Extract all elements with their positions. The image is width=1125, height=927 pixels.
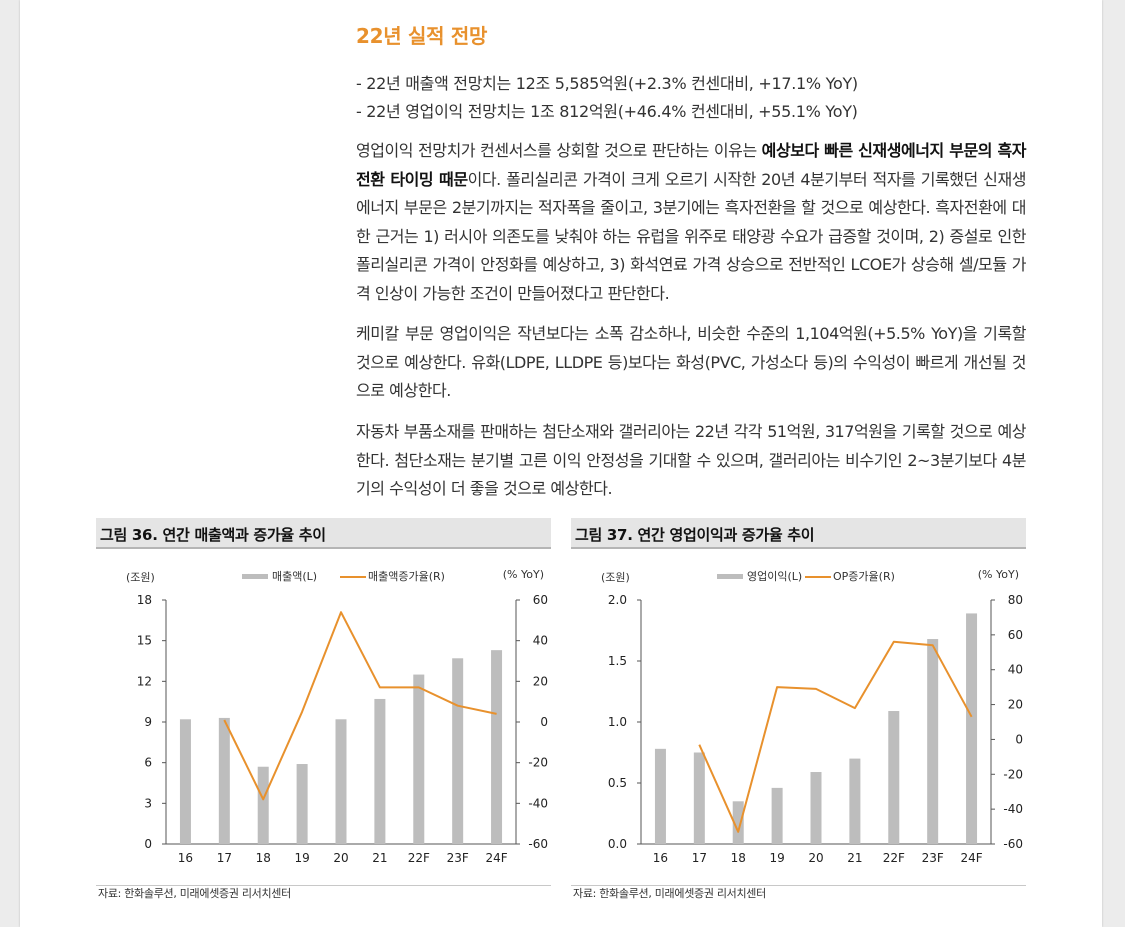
left-tick-label: 2.0: [608, 593, 627, 607]
bar: [771, 787, 783, 844]
right-unit-label: (% YoY): [503, 568, 544, 581]
right-tick-label: 80: [1008, 593, 1023, 607]
right-tick-label: 0: [540, 715, 548, 729]
paragraph-materials: 자동차 부품소재를 판매하는 첨단소재와 갤러리아는 22년 각각 51억원, …: [356, 422, 1026, 498]
bar: [452, 658, 464, 844]
right-tick-label: 40: [533, 634, 548, 648]
bar: [491, 650, 503, 844]
category-label: 19: [769, 851, 784, 865]
paragraph-chemical: 케미칼 부문 영업이익은 작년보다는 소폭 감소하나, 비슷한 수준의 1,10…: [356, 324, 1026, 400]
bar: [732, 801, 744, 844]
bar: [296, 764, 308, 844]
left-tick-label: 0: [144, 837, 152, 851]
left-tick-label: 0.0: [608, 837, 627, 851]
category-label: 21: [847, 851, 862, 865]
category-label: 23F: [447, 851, 469, 865]
category-label: 18: [256, 851, 271, 865]
right-tick-label: -60: [528, 837, 548, 851]
category-label: 24F: [960, 851, 982, 865]
legend-bar-swatch: [717, 574, 743, 579]
left-tick-label: 3: [144, 796, 152, 810]
figure-36-source: 자료: 한화솔루션, 미래에셋증권 리서치센터: [98, 887, 291, 900]
category-label: 22F: [408, 851, 430, 865]
category-label: 24F: [485, 851, 507, 865]
revenue-chart: 매출액(L) 매출액증가율(R) (조원) (% YoY) 0 3 6 9 12 15 18 -60 -…: [126, 568, 548, 865]
right-tick-label: 20: [1008, 698, 1023, 712]
bar: [218, 717, 230, 844]
category-label: 20: [808, 851, 823, 865]
bar: [888, 711, 900, 844]
growth-rate-line: [698, 640, 973, 833]
right-tick-label: -20: [528, 756, 548, 770]
right-tick-label: -40: [1003, 802, 1023, 816]
right-unit-label: (% YoY): [978, 568, 1019, 581]
source-divider: [96, 885, 551, 886]
right-tick-label: 20: [533, 674, 548, 688]
report-page: 22년 실적 전망 - 22년 매출액 전망치는 12조 5,585억원(+2.…: [20, 0, 1102, 927]
category-label: 23F: [922, 851, 944, 865]
left-tick-label: 15: [137, 634, 152, 648]
category-label: 17: [217, 851, 232, 865]
section-heading: 22년 실적 전망: [356, 24, 488, 48]
right-tick-label: 40: [1008, 663, 1023, 677]
figure-header-bar: [571, 518, 1026, 549]
bar: [927, 639, 939, 844]
right-tick-label: 0: [1015, 732, 1023, 746]
right-tick-label: 60: [1008, 628, 1023, 642]
figure-37-title: 그림 37. 연간 영업이익과 증가율 추이: [575, 526, 815, 544]
left-tick-label: 0.5: [608, 776, 627, 790]
right-tick-label: 60: [533, 593, 548, 607]
bar: [413, 674, 425, 844]
bar: [179, 719, 191, 844]
legend-bar-swatch: [242, 574, 268, 579]
bar: [374, 698, 386, 844]
left-tick-label: 9: [144, 715, 152, 729]
paragraph-emphasis: 예상보다 빠른 신재생에너지 부문의 흑자전환 타이밍 때문: [356, 141, 1026, 189]
bar: [693, 752, 705, 844]
left-tick-label: 12: [137, 674, 152, 688]
bullet-operating-profit: - 22년 영업이익 전망치는 1조 812억원(+46.4% 컨센대비, +5…: [356, 102, 858, 121]
left-unit-label: (조원): [601, 571, 630, 584]
right-tick-label: -40: [528, 796, 548, 810]
bullet-revenue: - 22년 매출액 전망치는 12조 5,585억원(+2.3% 컨센대비, +…: [356, 74, 858, 93]
bar: [654, 748, 666, 844]
category-label: 18: [731, 851, 746, 865]
operating-profit-chart: 영업이익(L) OP증가율(R) (조원) (% YoY) 0.0 0.5 1.0 1.5 2.…: [601, 568, 1023, 865]
category-label: 16: [653, 851, 668, 865]
bar: [810, 772, 822, 844]
bar: [966, 613, 978, 844]
category-label: 16: [178, 851, 193, 865]
category-label: 19: [294, 851, 309, 865]
category-label: 17: [692, 851, 707, 865]
legend-bar-label: 매출액(L): [272, 570, 317, 583]
legend-line-label: OP증가율(R): [833, 570, 895, 583]
right-tick-label: -20: [1003, 767, 1023, 781]
figure-header-bar: [96, 518, 551, 549]
right-tick-label: -60: [1003, 837, 1023, 851]
source-divider: [571, 885, 1026, 886]
legend-bar-label: 영업이익(L): [747, 570, 802, 583]
category-label: 20: [333, 851, 348, 865]
figure-36-title: 그림 36. 연간 매출액과 증가율 추이: [100, 526, 326, 544]
left-tick-label: 18: [137, 593, 152, 607]
left-tick-label: 6: [144, 756, 152, 770]
paragraph-renewable: 영업이익 전망치가 컨센서스를 상회할 것으로 판단하는 이유는 예상보다 빠른…: [356, 137, 1026, 308]
paragraph-text: 이다. 폴리실리콘 가격이 크게 오르기 시작한 20년 4분기부터 적자를 기…: [356, 169, 1026, 303]
figure-37-source: 자료: 한화솔루션, 미래에셋증권 리서치센터: [573, 887, 766, 900]
category-label: 21: [372, 851, 387, 865]
paragraph-text: 영업이익 전망치가 컨센서스를 상회할 것으로 판단하는 이유는: [356, 141, 762, 160]
bar: [257, 766, 269, 844]
left-unit-label: (조원): [126, 571, 155, 584]
left-tick-label: 1.5: [608, 654, 627, 668]
growth-rate-line: [223, 611, 497, 801]
category-label: 22F: [883, 851, 905, 865]
legend-line-label: 매출액증가율(R): [368, 570, 445, 583]
bar: [335, 719, 347, 844]
bar: [849, 758, 861, 844]
left-tick-label: 1.0: [608, 715, 627, 729]
